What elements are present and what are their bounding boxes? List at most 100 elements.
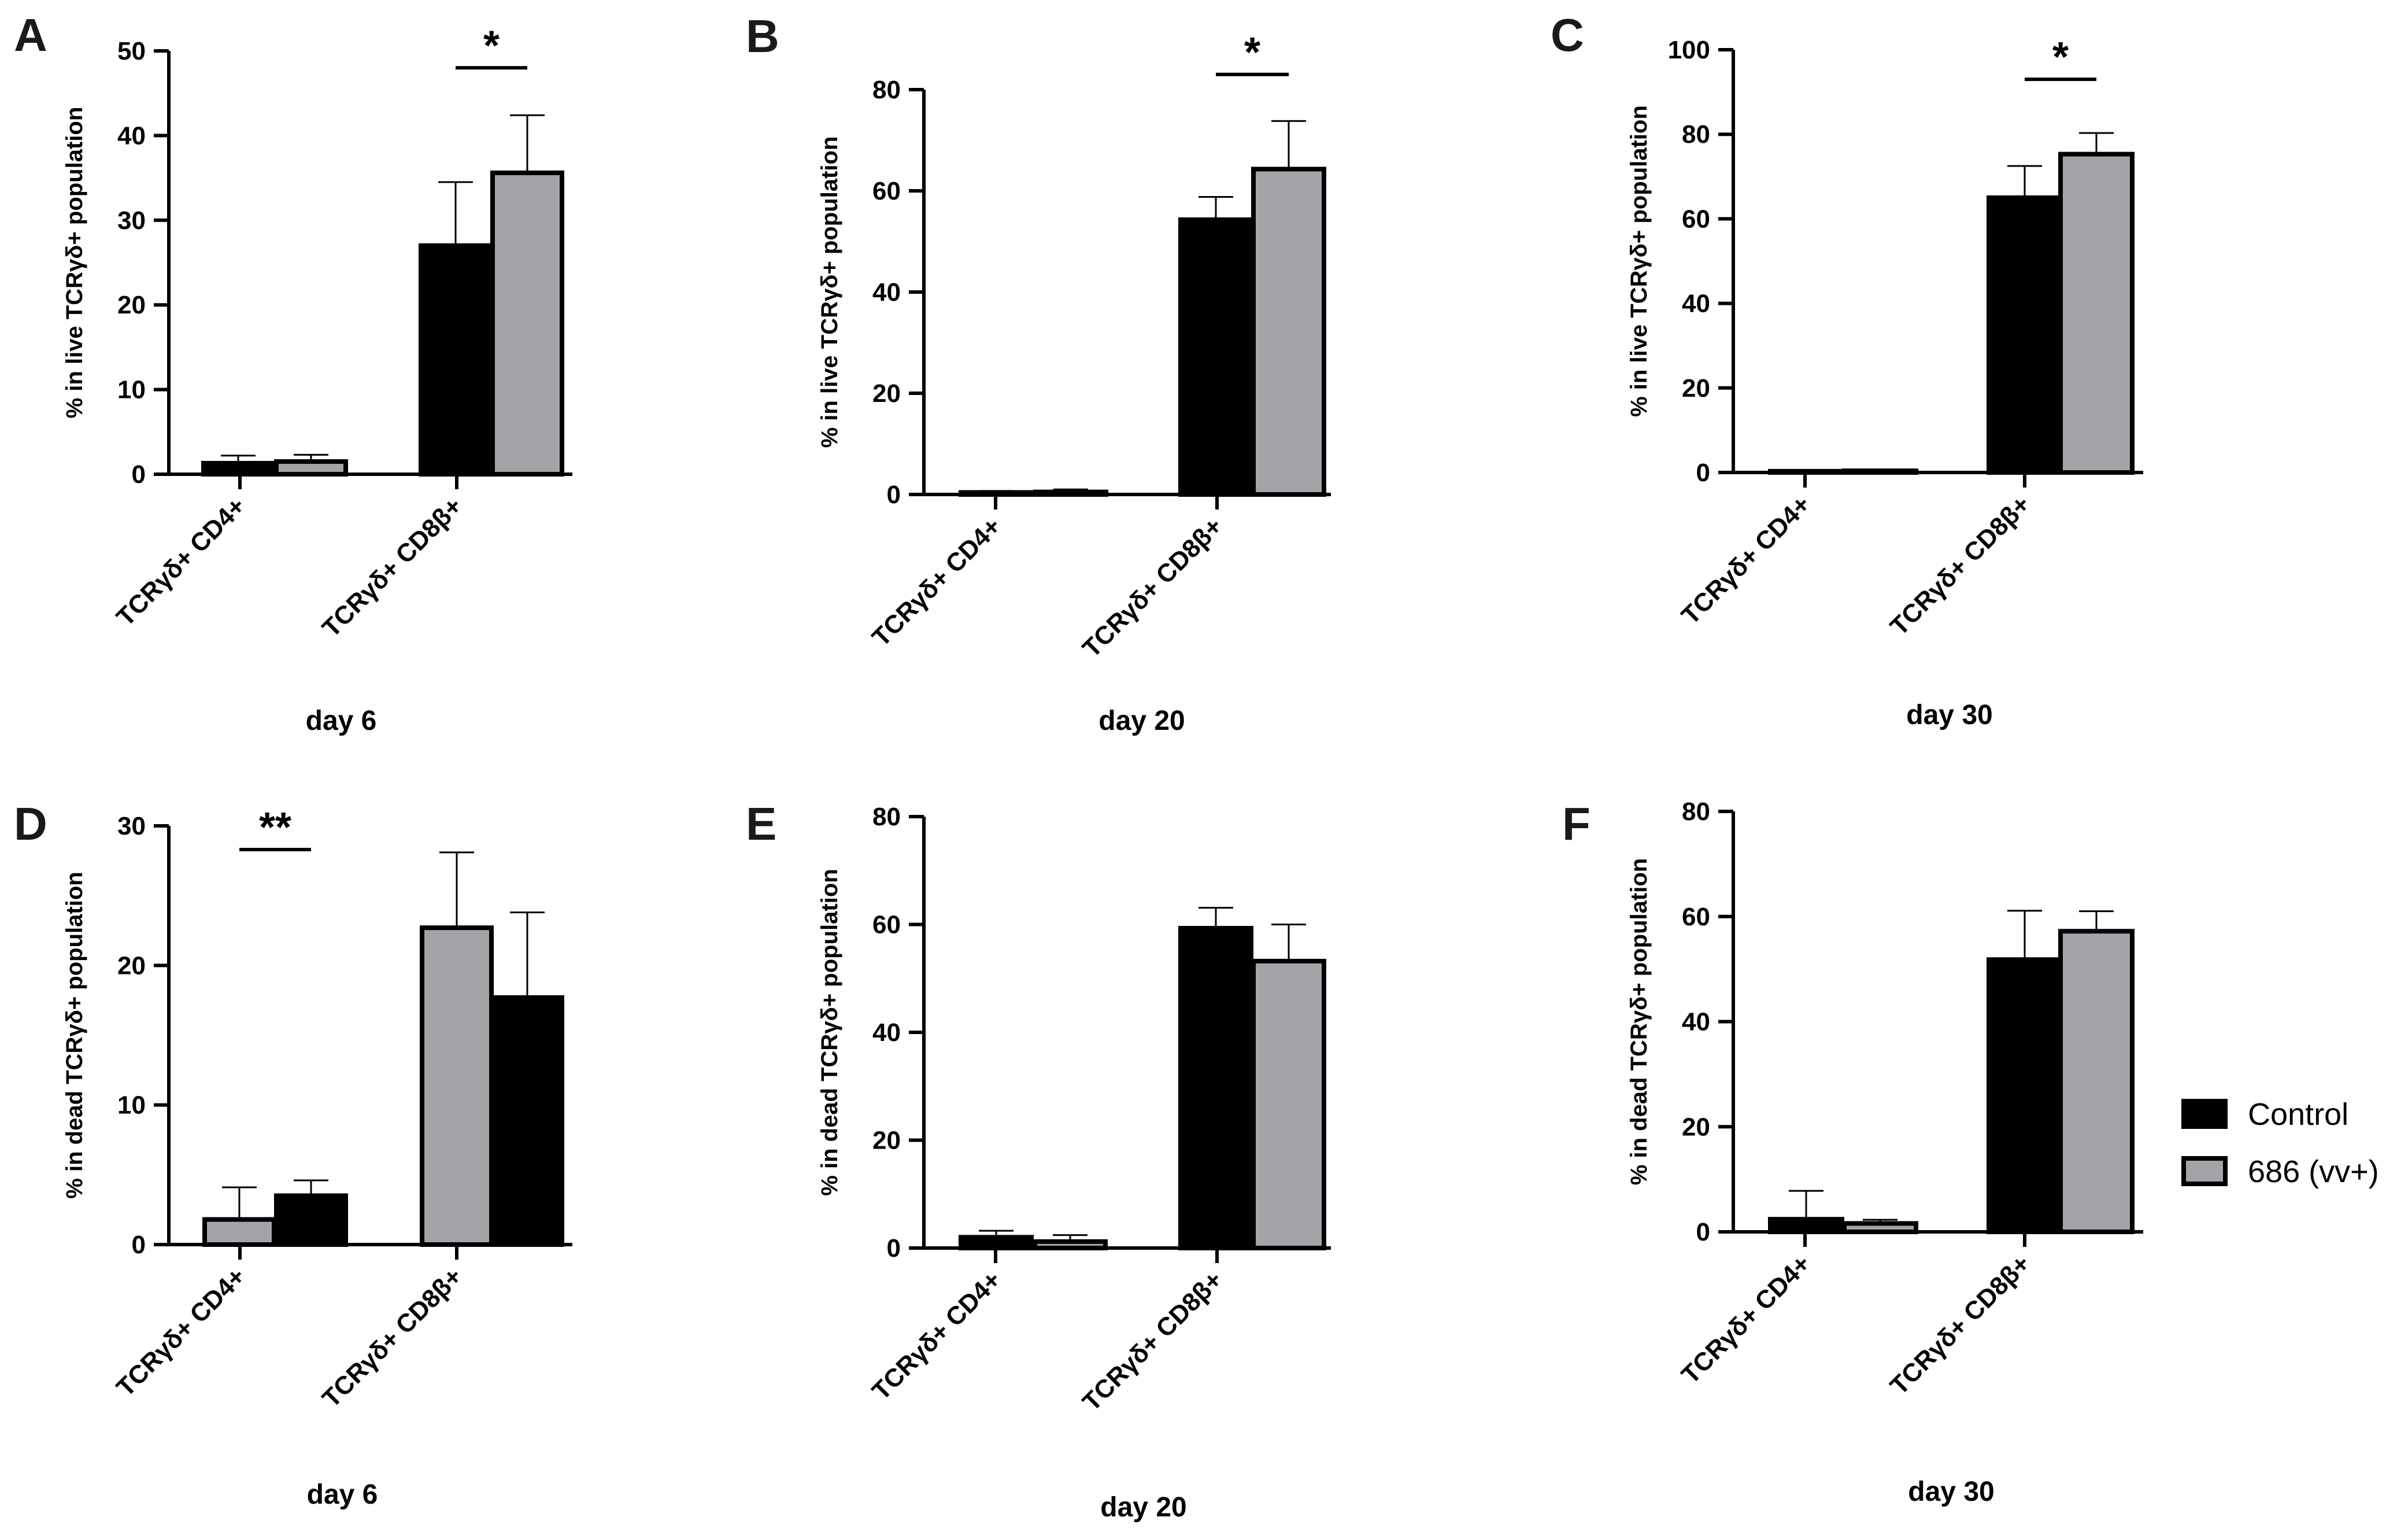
category-label: TCRγδ+ CD4+ (867, 512, 1007, 652)
significance-label: * (483, 23, 500, 69)
y-tick-label: 0 (132, 1231, 146, 1259)
panel-letter: B (746, 10, 779, 62)
bar-686-cd4 (1842, 1221, 1918, 1234)
legend-swatch-control (2181, 1099, 2228, 1129)
bar-686-cd4 (1033, 1239, 1108, 1251)
bar-control-cd4 (274, 1193, 348, 1247)
y-tick-label: 60 (872, 911, 901, 939)
bar-686-cd8b (1251, 167, 1326, 497)
panels-group: A 0 10 20 30 40 50 % in live TCRγδ+ population T… (14, 9, 2143, 1523)
bar-control-cd8b (1178, 926, 1253, 1250)
y-tick-label: 100 (1668, 36, 1710, 64)
bar-control-cd4 (1768, 1217, 1844, 1234)
x-axis-label: day 20 (1100, 1492, 1186, 1523)
panel-letter: F (1562, 798, 1590, 850)
y-tick-label: 0 (1696, 459, 1710, 487)
y-tick-label: 10 (117, 1091, 146, 1120)
panel-letter: E (746, 798, 776, 850)
y-tick-label: 60 (1682, 903, 1710, 931)
x-axis-label: day 6 (306, 706, 377, 736)
significance-label: * (1244, 29, 1260, 76)
bar-686-cd8b (420, 925, 494, 1247)
y-tick-label: 80 (872, 803, 901, 831)
y-axis-label: % in dead TCRγδ+ population (62, 872, 87, 1198)
y-axis-label: % in live TCRγδ+ population (817, 136, 842, 448)
panel-c: C 0 20 40 60 80 100 % in live TCRγδ+ population… (1551, 9, 2143, 730)
bar-control-cd8b (490, 995, 564, 1247)
y-tick-label: 0 (887, 1234, 901, 1262)
bar-control-cd4 (201, 460, 275, 477)
category-label: TCRγδ+ CD4+ (111, 1262, 251, 1402)
y-tick-label: 40 (872, 278, 901, 307)
bar-686-cd4 (202, 1217, 276, 1247)
legend-label-686: 686 (vv+) (2248, 1154, 2379, 1189)
panel-letter: A (14, 9, 47, 61)
category-label: TCRγδ+ CD4+ (1676, 490, 1816, 630)
bar-control-cd8b (1178, 217, 1253, 497)
y-tick-label: 50 (117, 37, 146, 65)
y-tick-label: 20 (117, 291, 146, 319)
category-label: TCRγδ+ CD4+ (111, 492, 251, 632)
y-tick-label: 20 (1682, 374, 1710, 403)
y-tick-label: 10 (117, 376, 146, 404)
legend-label-control: Control (2248, 1097, 2348, 1132)
y-tick-label: 30 (117, 812, 146, 840)
y-tick-label: 0 (887, 481, 901, 509)
significance-label: * (2052, 34, 2069, 80)
y-tick-label: 30 (117, 206, 146, 235)
y-tick-label: 80 (1682, 120, 1710, 149)
y-tick-label: 80 (1682, 798, 1710, 826)
bar-686-cd4 (274, 459, 348, 477)
category-label: TCRγδ+ CD8β+ (1885, 1249, 2036, 1400)
legend-swatch-686 (2181, 1156, 2228, 1186)
y-tick-label: 20 (872, 379, 901, 408)
y-tick-label: 40 (1682, 290, 1710, 318)
panel-a: A 0 10 20 30 40 50 % in live TCRγδ+ population T… (14, 9, 572, 736)
y-tick-label: 20 (117, 951, 146, 980)
y-tick-label: 60 (872, 177, 901, 205)
bar-control-cd4 (1768, 468, 1844, 475)
bar-686-cd4 (1842, 468, 1918, 475)
y-tick-label: 20 (872, 1127, 901, 1155)
panel-d: D 0 10 20 30 % in dead TCRγδ+ population TCRγδ… (14, 798, 572, 1510)
category-label: TCRγδ+ CD4+ (1676, 1249, 1816, 1389)
category-label: TCRγδ+ CD8β+ (317, 1262, 468, 1413)
bar-control-cd8b (1987, 195, 2063, 475)
panel-f: F 0 20 40 60 80 % in dead TCRγδ+ population TCR… (1562, 798, 2143, 1507)
y-tick-label: 20 (1682, 1113, 1710, 1141)
bar-control-cd4 (959, 1235, 1034, 1251)
bar-control-cd8b (419, 243, 493, 477)
panel-e: E 0 20 40 60 80 % in dead TCRγδ+ population TCR… (746, 798, 1331, 1523)
category-label: TCRγδ+ CD8β+ (317, 492, 468, 643)
category-label: TCRγδ+ CD8β+ (1077, 1265, 1228, 1416)
category-label: TCRγδ+ CD4+ (867, 1265, 1007, 1405)
y-tick-label: 40 (1682, 1008, 1710, 1036)
x-axis-label: day 30 (1908, 1476, 1994, 1507)
bar-686-cd8b (490, 170, 564, 477)
y-tick-label: 80 (872, 76, 901, 104)
category-label: TCRγδ+ CD8β+ (1885, 490, 2036, 641)
y-axis-label: % in dead TCRγδ+ population (1626, 858, 1652, 1185)
y-axis-label: % in dead TCRγδ+ population (817, 869, 842, 1195)
y-tick-label: 60 (1682, 205, 1710, 233)
category-label: TCRγδ+ CD8β+ (1077, 512, 1228, 663)
y-axis-label: % in live TCRγδ+ population (62, 107, 87, 419)
x-axis-label: day 20 (1098, 706, 1185, 736)
x-axis-label: day 30 (1906, 700, 1992, 730)
y-axis-label: % in live TCRγδ+ population (1626, 105, 1652, 417)
bar-control-cd4 (959, 490, 1034, 497)
y-tick-label: 0 (132, 460, 146, 489)
bar-control-cd8b (1987, 957, 2063, 1234)
panel-letter: C (1551, 9, 1584, 61)
legend: Control 686 (vv+) (2181, 1097, 2379, 1189)
x-axis-label: day 6 (307, 1479, 378, 1510)
panel-letter: D (14, 798, 47, 850)
significance-label: ** (259, 804, 291, 851)
panel-b: B 0 20 40 60 80 % in live TCRγδ+ population TCR… (746, 10, 1331, 736)
bar-686-cd8b (2058, 929, 2135, 1234)
y-tick-label: 40 (872, 1018, 901, 1047)
bar-686-cd4 (1033, 489, 1108, 497)
bar-686-cd8b (2058, 152, 2135, 475)
y-tick-label: 0 (1696, 1218, 1710, 1246)
